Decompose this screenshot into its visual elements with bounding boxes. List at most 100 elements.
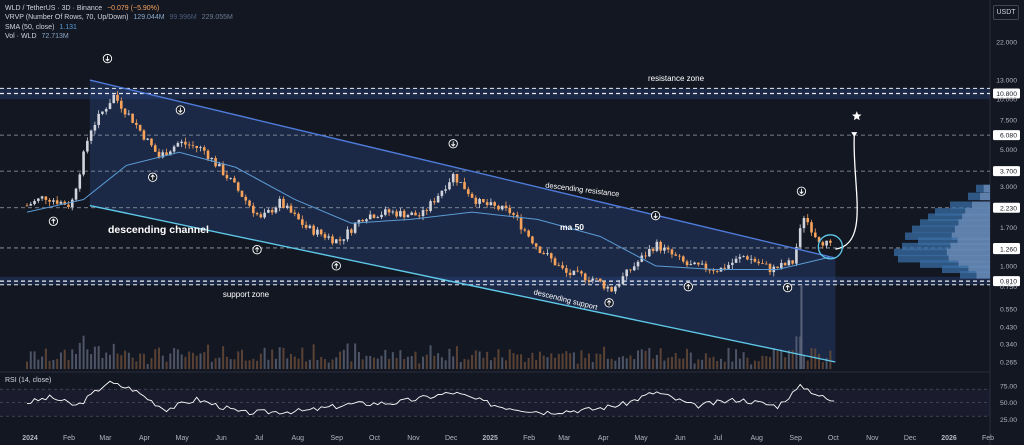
volume-bar-181: [708, 357, 711, 369]
arrow-down-glyph-4: [799, 188, 804, 195]
support-zone-band: [0, 276, 990, 285]
candle-body-123: [489, 202, 493, 205]
candle-body-29: [135, 122, 138, 125]
arrow-down-glyph-3: [653, 213, 658, 219]
candle-body-110: [440, 190, 444, 196]
candle-body-90: [365, 219, 368, 222]
candle-body-115: [459, 181, 463, 183]
rsi-legend[interactable]: RSI (14, close): [5, 377, 52, 384]
descending-support-line: [89, 204, 836, 363]
vrvp-bar-8: [894, 248, 990, 257]
time-tick-20: Sep: [789, 435, 802, 442]
volume-bar-199: [776, 350, 779, 369]
candle-body-56: [236, 182, 240, 191]
volume-bar-123: [489, 360, 492, 369]
candle-body-173: [678, 255, 681, 257]
candle-body-154: [606, 286, 610, 289]
volume-bar-203: [791, 350, 794, 369]
candle-body-55: [233, 178, 236, 183]
volume-bar-9: [59, 352, 62, 369]
candle-body-177: [693, 262, 696, 265]
volume-bar-5: [44, 348, 47, 369]
vrvp-bar-down-8: [946, 248, 990, 257]
volume-bar-44: [191, 352, 194, 369]
volume-bar-40: [176, 349, 179, 369]
candle-body-68: [282, 198, 285, 208]
volume-bar-106: [425, 354, 428, 369]
vrvp-bar-1: [935, 208, 990, 216]
candle-body-12: [70, 199, 74, 207]
candle-body-169: [663, 247, 666, 251]
volume-bar-192: [750, 364, 753, 369]
volume-bar-112: [448, 348, 451, 369]
volume-bar-34: [154, 349, 157, 369]
volume-bar-23: [112, 343, 115, 369]
time-tick-3: Apr: [139, 435, 151, 442]
candle-body-67: [278, 198, 282, 208]
volume-profile: [894, 184, 990, 279]
candle-body-195: [761, 263, 764, 264]
volume-bar-190: [742, 352, 745, 369]
candle-body-207: [806, 218, 810, 223]
volume-bar-89: [361, 359, 364, 369]
volume-bar-95: [384, 349, 387, 369]
volume-bar-158: [621, 356, 624, 369]
candle-body-201: [783, 262, 787, 266]
volume-bar-74: [305, 361, 308, 369]
candle-body-109: [436, 195, 440, 203]
volume-bar-77: [316, 359, 319, 369]
volume-bar-36: [161, 355, 164, 369]
volume-bars: [26, 285, 832, 369]
volume-bar-189: [738, 358, 741, 369]
price-badge-9: [993, 202, 1020, 213]
volume-bar-144: [569, 353, 572, 369]
target-star-icon: [852, 111, 862, 121]
candle-body-212: [825, 240, 828, 246]
price-tick-9: 2.230: [1000, 205, 1017, 212]
descending-channel-fill: [89, 80, 836, 362]
candle-body-190: [742, 256, 745, 258]
legend-pair-row[interactable]: WLD / TetherUS · 3D · Binance −0.079 (−5…: [5, 4, 233, 13]
annotation-support-zone: support zone: [223, 290, 270, 299]
volume-bar-113: [452, 356, 455, 369]
candle-body-210: [817, 237, 821, 243]
candle-body-107: [429, 201, 432, 211]
legend-vrvp-row[interactable]: VRVP (Number Of Rows, 70, Up/Down) 129.0…: [5, 13, 233, 22]
volume-bar-109: [437, 353, 440, 369]
price-tick-4: 7.500: [1000, 117, 1017, 124]
arrow-up-glyph-3: [334, 262, 339, 269]
legend-vrvp-v2: 99.996M: [169, 14, 197, 22]
volume-bar-66: [274, 358, 277, 369]
candle-body-111: [444, 189, 447, 191]
candle-body-182: [712, 270, 715, 272]
candle-body-37: [165, 152, 168, 156]
candle-body-40: [176, 143, 180, 147]
currency-label[interactable]: USDT: [993, 5, 1019, 20]
volume-bar-54: [229, 359, 232, 369]
rsi-tick-1: 50.00: [1000, 400, 1017, 407]
volume-bar-107: [429, 345, 432, 369]
vrvp-bar-14: [976, 184, 990, 193]
candle-body-120: [478, 199, 481, 204]
vrvp-bar-down-7: [950, 242, 990, 251]
time-tick-16: May: [634, 435, 648, 442]
volume-bar-87: [354, 343, 357, 369]
volume-bar-51: [218, 357, 221, 369]
legend-vol-row[interactable]: Vol · WLD 72.713M: [5, 32, 233, 41]
price-tick-7: 3.700: [1000, 169, 1017, 176]
candle-body-175: [685, 261, 689, 266]
candle-body-47: [202, 147, 206, 151]
volume-bar-33: [150, 358, 153, 369]
volume-bar-84: [342, 349, 345, 369]
volume-bar-15: [82, 335, 85, 369]
vrvp-bar-down-13: [980, 192, 990, 201]
candle-body-206: [802, 218, 806, 229]
price-tick-2: 10.800: [996, 91, 1017, 98]
time-tick-21: Oct: [828, 435, 839, 442]
candle-body-148: [583, 273, 587, 281]
legend-sma-row[interactable]: SMA (50, close) 1.131: [5, 23, 233, 32]
volume-bar-78: [320, 356, 323, 369]
volume-bar-114: [455, 346, 458, 369]
candle-body-24: [116, 94, 119, 101]
